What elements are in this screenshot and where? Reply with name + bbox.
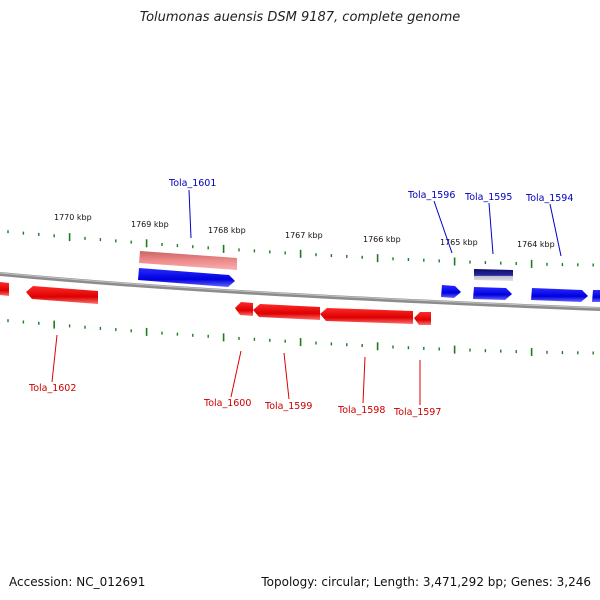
gene-label-reverse[interactable]: Tola_1599 xyxy=(264,401,312,412)
summary-text: Topology: circular; Length: 3,471,292 bp… xyxy=(261,575,591,589)
kbp-label: 1770 kbp xyxy=(54,213,92,222)
upper-tick-scale xyxy=(7,230,594,268)
kbp-label: 1764 kbp xyxy=(517,240,555,249)
gene-arrow-tola-1594[interactable] xyxy=(531,288,588,302)
map-title: Tolumonas auensis DSM 9187, complete gen… xyxy=(139,10,461,25)
gene-block-navy[interactable] xyxy=(474,269,513,281)
kbp-label: 1765 kbp xyxy=(440,238,478,247)
gene-label-forward[interactable]: Tola_1594 xyxy=(525,193,573,204)
gene-arrow-tola-1595[interactable] xyxy=(473,287,512,300)
gene-label-forward[interactable]: Tola_1595 xyxy=(464,192,512,203)
gene-arrow-tola-1599[interactable] xyxy=(253,304,320,320)
gene-arrow-reverse[interactable] xyxy=(0,282,9,296)
gene-arrow-tola-1601[interactable] xyxy=(138,268,235,287)
kbp-label: 1766 kbp xyxy=(363,235,401,244)
kbp-label: 1769 kbp xyxy=(131,220,169,229)
gene-label-forward[interactable]: Tola_1601 xyxy=(168,178,216,189)
gene-arrow-tola-1600[interactable] xyxy=(235,302,253,316)
gene-label-reverse[interactable]: Tola_1600 xyxy=(203,398,251,409)
gene-label-forward[interactable]: Tola_1596 xyxy=(407,190,455,201)
gene-arrow-forward[interactable] xyxy=(592,290,600,302)
lower-tick-scale xyxy=(7,319,594,356)
gene-label-reverse[interactable]: Tola_1597 xyxy=(393,407,441,418)
gene-arrow-tola-1597[interactable] xyxy=(414,312,431,325)
gene-arrow-forward[interactable] xyxy=(441,285,461,298)
accession-text: Accession: NC_012691 xyxy=(9,575,146,589)
gene-label-reverse[interactable]: Tola_1598 xyxy=(337,405,385,416)
gene-arrow-tola-1602[interactable] xyxy=(26,286,98,304)
genome-backbone xyxy=(0,272,600,311)
kbp-label: 1768 kbp xyxy=(208,226,246,235)
gene-label-reverse[interactable]: Tola_1602 xyxy=(28,383,76,394)
pseudogene-block[interactable] xyxy=(139,251,237,270)
kbp-label: 1767 kbp xyxy=(285,231,323,240)
gene-arrow-tola-1598[interactable] xyxy=(320,308,413,324)
